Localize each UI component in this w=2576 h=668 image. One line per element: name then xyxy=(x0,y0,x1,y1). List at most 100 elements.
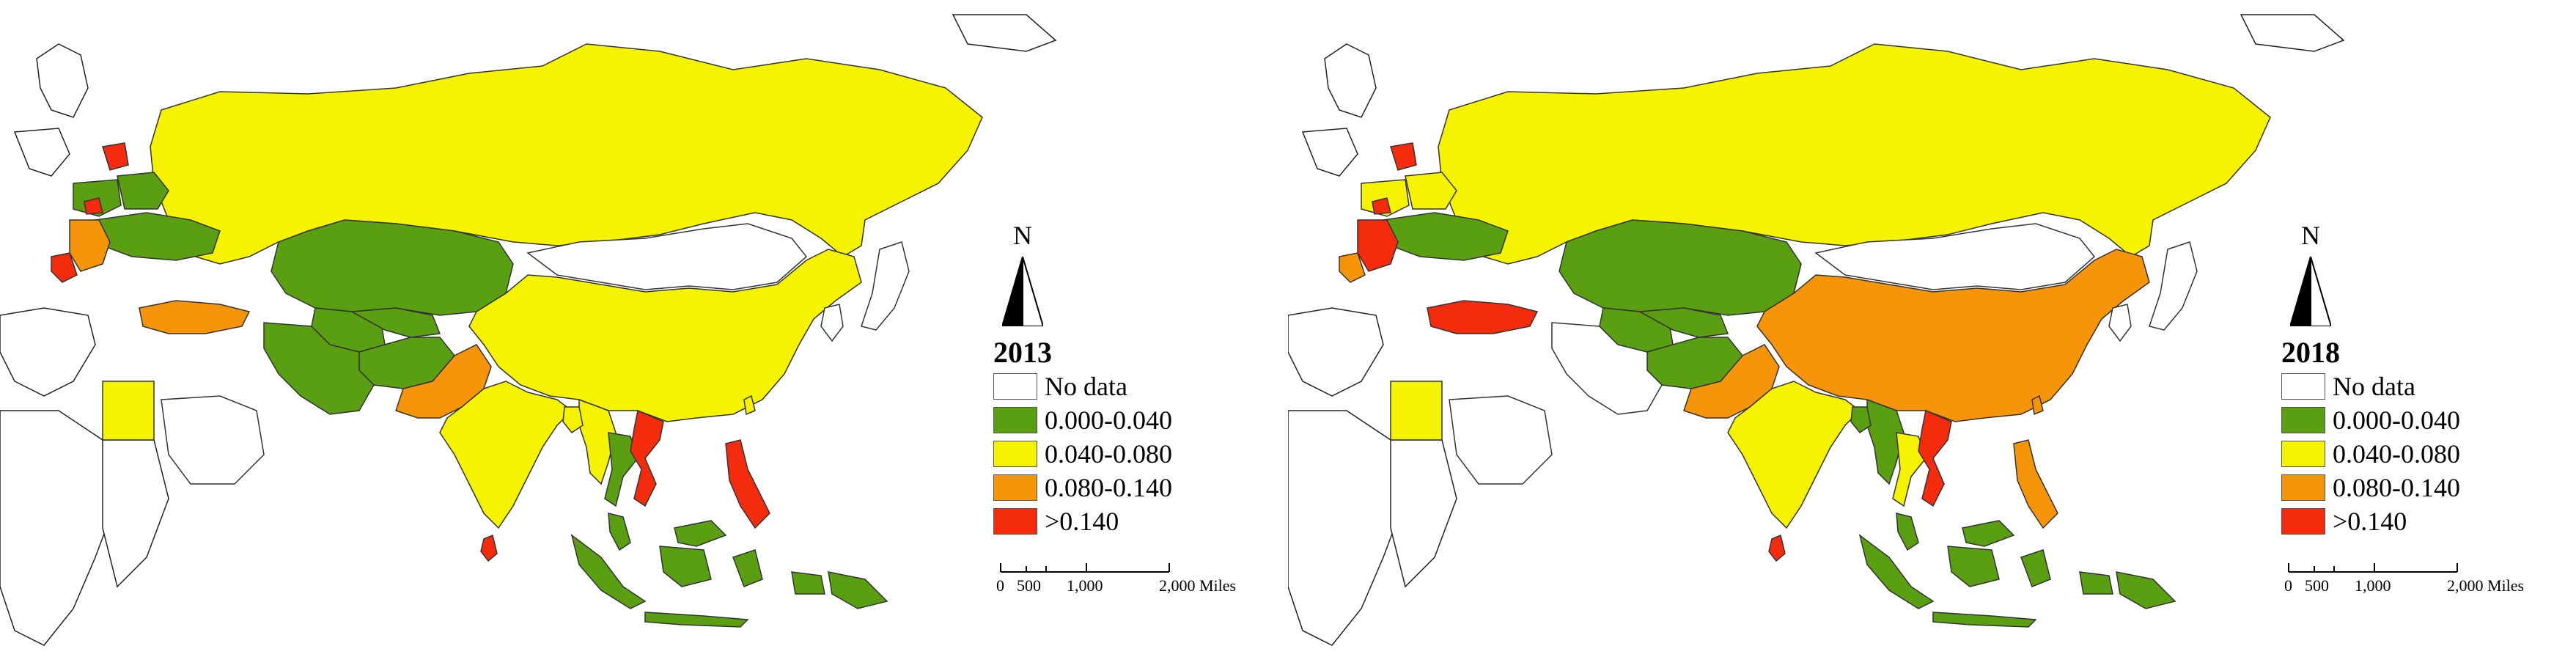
region-png xyxy=(2116,571,2176,609)
north-arrow: N xyxy=(2281,220,2340,330)
region-sri-lanka xyxy=(480,534,498,562)
region-turkey xyxy=(1427,300,1539,334)
no-data-region xyxy=(0,307,96,397)
region-bangladesh xyxy=(562,406,584,434)
scale-label: 1,000 xyxy=(2355,576,2391,595)
region-egypt xyxy=(102,381,155,441)
region-belarus xyxy=(1405,172,1457,210)
region-japan xyxy=(2149,241,2198,331)
scale-labels: 0 500 1,000 2,000 Miles xyxy=(2281,576,2560,598)
region-philippines xyxy=(725,439,770,529)
legend: 2013 No data 0.000-0.040 0.040-0.080 0.080-… xyxy=(993,336,1257,538)
no-data-region xyxy=(1324,43,1377,118)
legend-swatch xyxy=(2281,508,2325,535)
region-turkey xyxy=(139,300,251,334)
legend-item: 0.000-0.040 xyxy=(2281,403,2545,437)
scale-label: 0 xyxy=(2284,576,2292,595)
legend-year: 2013 xyxy=(993,336,1052,369)
region-ukraine xyxy=(95,212,221,261)
no-data-region xyxy=(1301,128,1358,177)
region-mongolia xyxy=(1814,223,2096,290)
region-malaysia xyxy=(608,513,727,551)
scale-label: 500 xyxy=(1017,576,1041,595)
map-panel-2018: N 2018 No data 0.000-0.040 0.040-0.080 0.08… xyxy=(1288,0,2576,668)
legend-label: No data xyxy=(2333,372,2415,401)
legend-swatch xyxy=(993,407,1037,433)
no-data-region xyxy=(0,410,118,646)
legend-swatch xyxy=(2281,474,2325,501)
north-arrow: N xyxy=(993,220,1052,330)
no-data-region xyxy=(1288,410,1406,646)
legend-item: >0.140 xyxy=(993,504,1257,538)
legend-item: 0.080-0.140 xyxy=(993,471,1257,504)
legend-label: 0.040-0.080 xyxy=(2333,439,2460,469)
no-data-region xyxy=(1288,307,1384,397)
legend-item: No data xyxy=(993,370,1257,403)
region-uzbekistan xyxy=(350,307,441,338)
region-balkan-south xyxy=(1339,252,1366,283)
legend-label: No data xyxy=(1045,372,1127,401)
region-saudi xyxy=(1449,395,1553,485)
region-uzbekistan xyxy=(1638,307,1729,338)
legend-item: No data xyxy=(2281,370,2545,403)
region-myanmar xyxy=(578,398,617,485)
scale-labels: 0 500 1,000 2,000 Miles xyxy=(993,576,1272,598)
legend-rows: No data 0.000-0.040 0.040-0.080 0.080-0.140… xyxy=(2281,370,2545,538)
region-saudi xyxy=(161,395,265,485)
north-label: N xyxy=(1013,221,1032,250)
legend-swatch xyxy=(993,508,1037,535)
region-bangladesh xyxy=(1850,406,1872,434)
legend-label: >0.140 xyxy=(1045,507,1119,536)
region-russia xyxy=(1438,43,2271,265)
region-egypt xyxy=(1390,381,1443,441)
legend-swatch xyxy=(2281,373,2325,400)
legend-swatch xyxy=(993,441,1037,467)
map-panel-2013: N 2013 No data 0.000-0.040 0.040-0.080 0.08… xyxy=(0,14,1272,646)
region-indonesia xyxy=(1858,534,2113,628)
region-china xyxy=(468,249,862,422)
region-china xyxy=(1756,249,2150,422)
scale-bar: 0 500 1,000 2,000 Miles xyxy=(2281,557,2560,601)
legend-swatch xyxy=(2281,441,2325,467)
region-belarus xyxy=(117,172,169,210)
scale-label: 2,000 Miles xyxy=(1159,576,1237,595)
region-baltics xyxy=(1372,142,1417,215)
region-thailand xyxy=(604,432,639,507)
legend-rows: No data 0.000-0.040 0.040-0.080 0.080-0.140… xyxy=(993,370,1257,538)
region-taiwan xyxy=(743,394,756,416)
region-india xyxy=(1727,381,1861,529)
legend-year: 2018 xyxy=(2281,336,2340,369)
legend-swatch xyxy=(993,373,1037,400)
choropleth-map xyxy=(1288,14,2345,646)
region-baltics xyxy=(84,142,129,215)
region-philippines xyxy=(2013,439,2058,529)
legend-item: 0.040-0.080 xyxy=(2281,437,2545,471)
legend-label: 0.000-0.040 xyxy=(1045,405,1172,435)
region-taiwan xyxy=(2031,394,2044,416)
north-arrow-icon xyxy=(1002,257,1043,326)
region-thailand xyxy=(1892,432,1927,507)
no-data-region xyxy=(13,128,70,177)
no-data-region xyxy=(36,43,89,118)
no-data-region xyxy=(102,439,169,588)
scale-bar-graphic xyxy=(2288,563,2458,573)
north-label: N xyxy=(2301,221,2320,250)
region-png xyxy=(828,571,888,609)
scale-label: 500 xyxy=(2305,576,2329,595)
scale-label: 1,000 xyxy=(1067,576,1103,595)
region-mongolia xyxy=(526,223,808,290)
region-russia xyxy=(150,43,983,265)
legend-item: >0.140 xyxy=(2281,504,2545,538)
legend: 2018 No data 0.000-0.040 0.040-0.080 0.080-… xyxy=(2281,336,2545,538)
legend-item: 0.040-0.080 xyxy=(993,437,1257,471)
region-indonesia xyxy=(570,534,825,628)
region-vietnam xyxy=(1918,409,1952,507)
legend-label: 0.080-0.140 xyxy=(1045,473,1172,502)
scale-bar: 0 500 1,000 2,000 Miles xyxy=(993,557,1272,601)
legend-item: 0.000-0.040 xyxy=(993,403,1257,437)
legend-label: 0.000-0.040 xyxy=(2333,405,2460,435)
no-data-region xyxy=(952,14,1057,52)
region-malaysia xyxy=(1896,513,2015,551)
region-korea xyxy=(2108,304,2132,342)
scale-bar-graphic xyxy=(1000,563,1170,573)
